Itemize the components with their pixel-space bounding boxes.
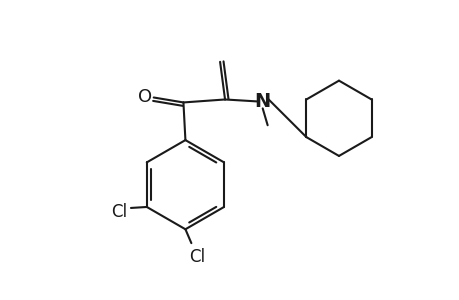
Text: O: O <box>137 88 151 106</box>
Text: Cl: Cl <box>189 248 205 266</box>
Text: Cl: Cl <box>111 203 127 221</box>
Text: N: N <box>254 92 270 111</box>
